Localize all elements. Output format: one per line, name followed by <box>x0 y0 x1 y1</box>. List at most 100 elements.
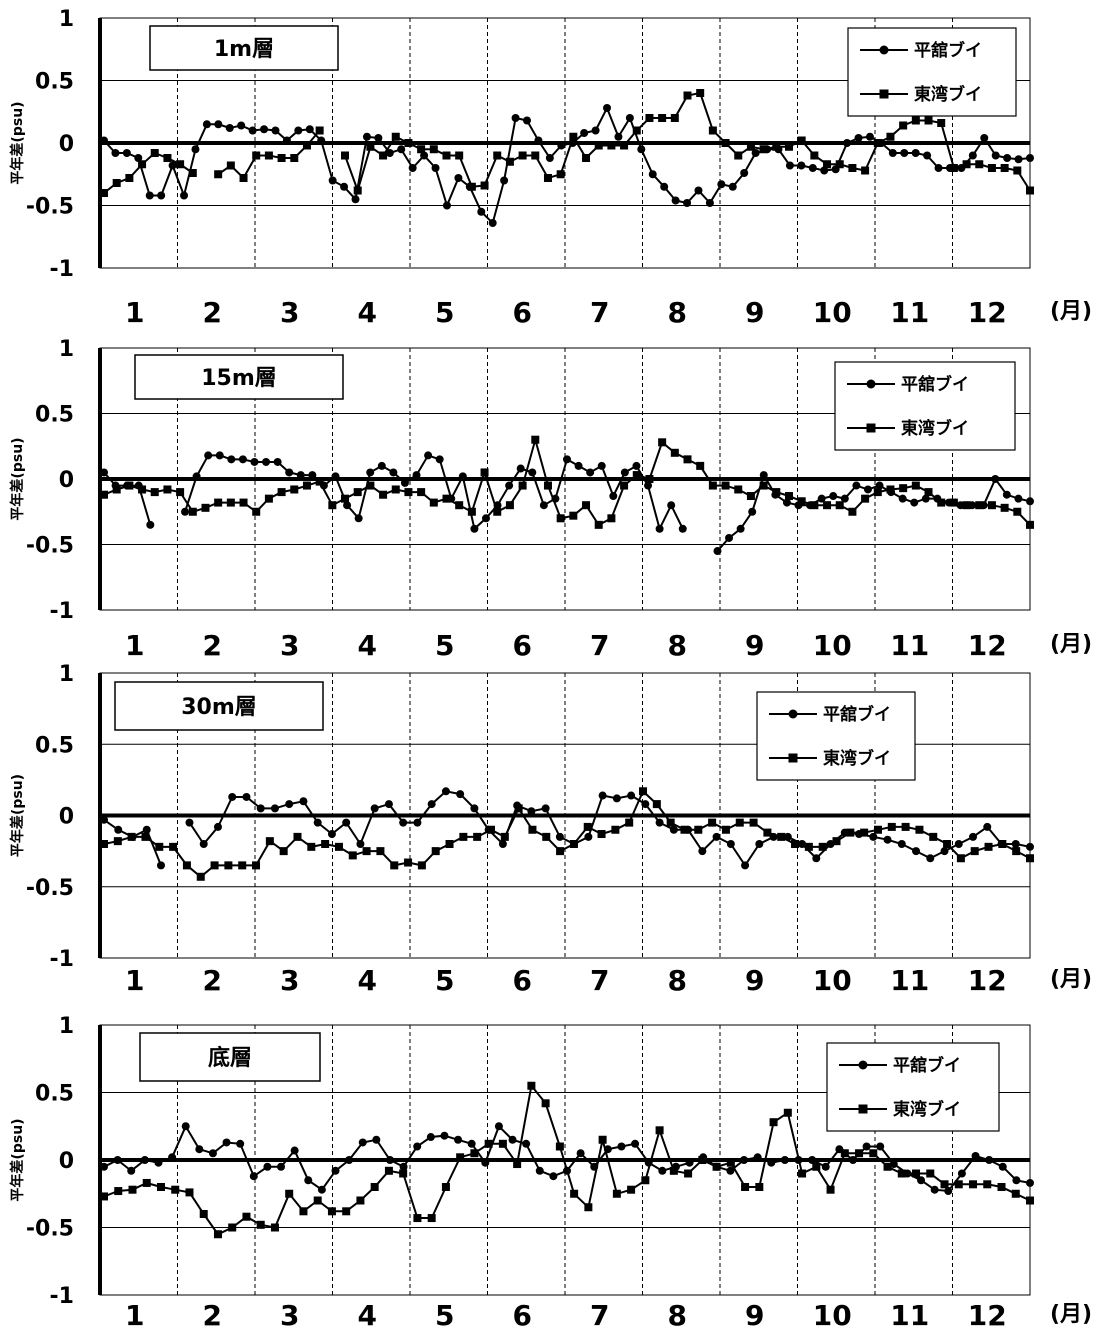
month-label: 6 <box>513 296 532 329</box>
data-point <box>975 160 984 169</box>
data-point <box>227 455 236 464</box>
month-label: 4 <box>358 1299 377 1332</box>
data-point <box>869 832 878 841</box>
data-point <box>627 791 636 800</box>
data-point <box>199 1210 208 1218</box>
data-point <box>772 142 781 151</box>
data-point <box>684 1169 693 1178</box>
data-point <box>669 825 678 834</box>
data-point <box>456 790 465 799</box>
data-point <box>467 182 476 191</box>
data-point <box>818 842 827 851</box>
data-point <box>111 149 120 157</box>
y-tick-label: 0 <box>59 132 74 157</box>
data-point <box>214 498 223 507</box>
x-axis-unit: (月) <box>1050 632 1092 657</box>
data-point <box>983 1180 992 1189</box>
data-point <box>442 201 451 210</box>
data-point <box>797 161 806 170</box>
data-point <box>399 1169 408 1178</box>
data-point <box>984 842 993 851</box>
data-point <box>848 164 857 172</box>
data-point <box>645 114 654 122</box>
data-point <box>854 134 863 142</box>
data-point <box>225 124 234 132</box>
data-point <box>987 501 996 510</box>
data-point <box>956 854 965 863</box>
data-point <box>545 154 554 162</box>
panel-title: 底層 <box>208 1045 252 1071</box>
legend-label: 東湾ブイ <box>823 748 891 769</box>
data-point <box>962 160 971 169</box>
data-point <box>440 1131 449 1140</box>
legend-marker-square <box>879 89 889 99</box>
data-point <box>569 840 578 848</box>
month-label: 9 <box>745 964 764 997</box>
data-point <box>607 514 616 523</box>
data-point <box>188 507 197 516</box>
data-point <box>835 501 844 510</box>
data-point <box>331 472 340 481</box>
data-point <box>122 149 131 157</box>
month-label: 12 <box>968 964 1007 997</box>
data-point <box>632 126 641 135</box>
data-point <box>285 1189 294 1198</box>
data-point <box>712 832 721 841</box>
series-higashiwan <box>100 1081 1034 1239</box>
data-point <box>583 822 592 831</box>
data-point <box>835 160 844 169</box>
month-label: 7 <box>590 629 609 662</box>
month-label: 1 <box>125 629 144 662</box>
data-point <box>655 1126 664 1135</box>
data-point <box>791 840 800 848</box>
data-point <box>594 141 603 150</box>
data-point <box>417 145 426 154</box>
data-point <box>652 800 661 809</box>
data-point <box>637 145 646 154</box>
data-point <box>926 854 935 863</box>
data-point <box>242 792 251 801</box>
data-point <box>594 520 603 529</box>
panel-title: 30m層 <box>181 695 257 720</box>
data-point <box>342 1207 351 1216</box>
data-point <box>252 861 261 870</box>
data-point <box>204 451 213 460</box>
month-label: 8 <box>668 964 687 997</box>
y-tick-label: 0 <box>59 805 74 830</box>
data-point <box>127 832 136 841</box>
data-point <box>480 181 489 190</box>
data-point <box>591 126 600 135</box>
data-point <box>171 1185 180 1194</box>
data-point <box>1026 854 1034 863</box>
month-label: 11 <box>890 964 929 997</box>
data-point <box>873 825 882 834</box>
y-axis-label: 平年差(psu) <box>9 1118 26 1201</box>
data-point <box>735 818 744 827</box>
data-point <box>210 861 219 870</box>
data-point <box>528 468 537 477</box>
data-point <box>584 832 593 841</box>
data-point <box>114 1187 123 1196</box>
data-point <box>442 494 451 503</box>
data-point <box>810 151 819 160</box>
data-point <box>897 840 906 848</box>
data-point <box>808 164 817 172</box>
data-point <box>374 134 383 142</box>
data-point <box>342 818 351 827</box>
data-point <box>134 154 143 162</box>
data-point <box>921 494 930 503</box>
data-point <box>239 174 248 182</box>
y-tick-label: 1 <box>59 1014 74 1039</box>
data-point <box>426 1133 435 1142</box>
data-point <box>505 501 514 510</box>
data-point <box>399 818 408 827</box>
data-point <box>860 828 869 837</box>
data-point <box>726 1166 735 1175</box>
data-point <box>869 1149 878 1158</box>
data-point <box>341 151 350 160</box>
data-point <box>100 840 108 848</box>
month-label: 6 <box>513 964 532 997</box>
data-point <box>531 435 540 444</box>
data-point <box>150 488 159 497</box>
